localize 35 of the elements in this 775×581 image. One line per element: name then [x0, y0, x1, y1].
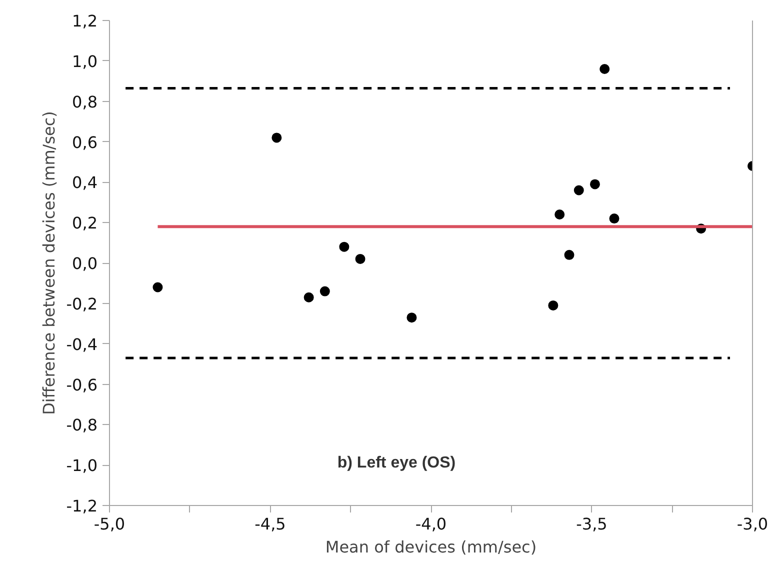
y-tick-label: 0,6 — [72, 132, 98, 152]
point — [304, 292, 314, 302]
x-tick-label: -3,5 — [576, 514, 608, 534]
point — [609, 214, 620, 224]
point — [600, 64, 610, 74]
annotation: b) Left eye (OS) — [337, 454, 456, 472]
point — [554, 210, 565, 220]
point — [590, 179, 600, 190]
y-tick-label: 0,2 — [72, 214, 98, 233]
point — [152, 282, 163, 292]
x-tick-label: -3,0 — [736, 514, 768, 534]
y-tick-label: -0,6 — [66, 375, 98, 394]
point — [355, 254, 366, 264]
point — [548, 300, 558, 310]
point — [339, 242, 350, 252]
y-axis-title: Difference between devices (mm/sec) — [39, 111, 58, 415]
point — [574, 185, 584, 196]
x-tick-label: -4,0 — [415, 514, 447, 534]
x-tick-label: -5,0 — [94, 514, 126, 534]
point — [406, 312, 417, 323]
point — [272, 132, 282, 143]
point — [320, 286, 330, 296]
x-axis-title: Mean of devices (mm/sec) — [325, 538, 537, 556]
x-tick-label: -4,5 — [254, 514, 286, 534]
point — [564, 250, 574, 260]
y-tick-label: 1,0 — [72, 52, 98, 71]
y-tick-label: -0,8 — [66, 416, 98, 435]
y-tick-label: -0,4 — [66, 334, 98, 354]
y-tick-label: -0,2 — [66, 294, 98, 314]
y-tick-label: -1,0 — [66, 456, 98, 476]
y-tick-label: 0,0 — [72, 254, 98, 273]
y-tick-label: 0,8 — [72, 92, 98, 112]
y-tick-label: 1,2 — [72, 12, 98, 30]
y-tick-label: 0,4 — [72, 173, 98, 192]
y-tick-label: -1,2 — [66, 496, 98, 516]
